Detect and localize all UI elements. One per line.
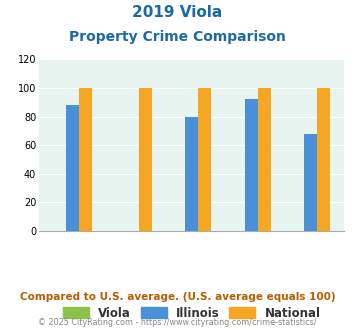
Text: Property Crime Comparison: Property Crime Comparison <box>69 30 286 44</box>
Legend: Viola, Illinois, National: Viola, Illinois, National <box>58 302 325 325</box>
Bar <box>139 88 152 231</box>
Text: 2019 Viola: 2019 Viola <box>132 5 223 20</box>
Bar <box>304 134 317 231</box>
Text: Compared to U.S. average. (U.S. average equals 100): Compared to U.S. average. (U.S. average … <box>20 292 335 302</box>
Bar <box>79 88 92 231</box>
Bar <box>185 116 198 231</box>
Bar <box>258 88 271 231</box>
Text: © 2025 CityRating.com - https://www.cityrating.com/crime-statistics/: © 2025 CityRating.com - https://www.city… <box>38 318 317 327</box>
Bar <box>66 105 79 231</box>
Bar <box>317 88 331 231</box>
Bar <box>198 88 211 231</box>
Bar <box>245 99 258 231</box>
